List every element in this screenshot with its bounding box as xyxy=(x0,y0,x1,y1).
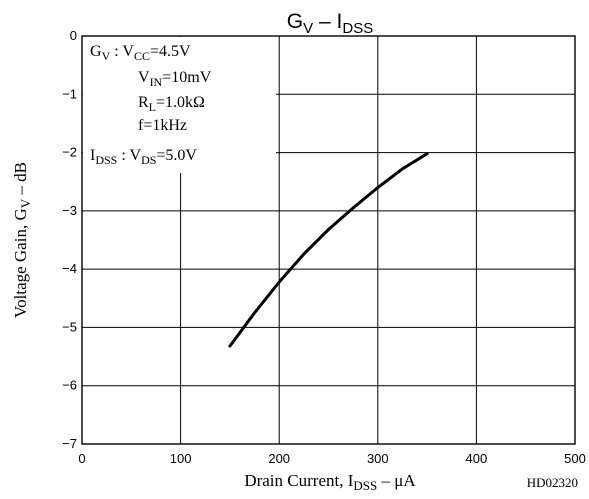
condition-vin: VIN=10mV xyxy=(138,69,212,89)
y-tick-label: −6 xyxy=(62,378,77,393)
y-tick-label: −3 xyxy=(62,203,77,218)
x-tick-label: 400 xyxy=(466,451,488,466)
x-tick-labels: 0 100 200 300 400 500 xyxy=(78,451,585,466)
y-tick-label: −5 xyxy=(62,319,77,334)
x-tick-label: 300 xyxy=(367,451,389,466)
condition-freq: f=1kHz xyxy=(138,117,187,134)
y-tick-label: −2 xyxy=(62,145,77,160)
y-axis-label: Voltage Gain, GV – dB xyxy=(11,162,33,318)
x-tick-label: 0 xyxy=(78,451,85,466)
plot-frame xyxy=(81,35,576,445)
y-tick-label: 0 xyxy=(70,28,77,43)
chart-title: GV – IDSS xyxy=(287,10,373,37)
y-tick-label: −7 xyxy=(62,436,77,451)
conditions-box-bg xyxy=(83,37,276,173)
x-axis-label: Drain Current, IDSS – μA xyxy=(244,471,416,493)
y-tick-labels: 0 −1 −2 −3 −4 −5 −6 −7 xyxy=(62,28,77,451)
condition-idss-vds: IDSS : VDS=5.0V xyxy=(90,147,197,167)
x-tick-label: 100 xyxy=(170,451,192,466)
x-tick-label: 500 xyxy=(564,451,586,466)
y-tick-label: −1 xyxy=(62,86,77,101)
conditions-annotation: GV : VCC=4.5V VIN=10mV RL=1.0kΩ f=1kHz I… xyxy=(90,43,212,167)
figure-code: HD02320 xyxy=(527,475,578,490)
condition-rl: RL=1.0kΩ xyxy=(138,94,205,114)
gain-curve xyxy=(228,152,429,348)
x-tick-label: 200 xyxy=(268,451,290,466)
y-tick-label: −4 xyxy=(62,261,77,276)
condition-gv-vcc: GV : VCC=4.5V xyxy=(90,43,191,63)
